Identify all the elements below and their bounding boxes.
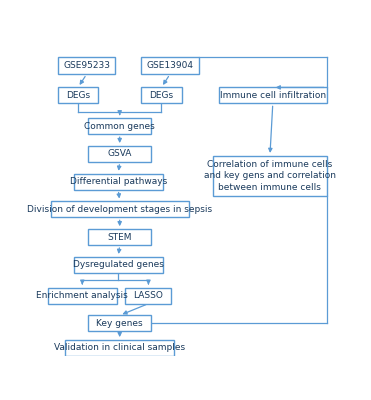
Text: Validation in clinical samples: Validation in clinical samples [54, 344, 185, 352]
FancyBboxPatch shape [48, 288, 117, 304]
Text: Dysregulated genes: Dysregulated genes [73, 260, 164, 269]
FancyBboxPatch shape [125, 288, 171, 304]
FancyBboxPatch shape [51, 201, 189, 218]
Text: STEM: STEM [108, 233, 132, 242]
FancyBboxPatch shape [74, 174, 163, 190]
FancyBboxPatch shape [141, 88, 181, 104]
Text: Key genes: Key genes [96, 319, 143, 328]
Text: Immune cell infiltration: Immune cell infiltration [220, 91, 326, 100]
Text: LASSO: LASSO [134, 291, 163, 300]
Text: DEGs: DEGs [149, 91, 174, 100]
FancyBboxPatch shape [88, 229, 151, 245]
FancyBboxPatch shape [88, 118, 151, 134]
Text: GSVA: GSVA [108, 150, 132, 158]
Text: GSE95233: GSE95233 [63, 61, 110, 70]
FancyBboxPatch shape [88, 315, 151, 331]
Text: Enrichment analysis: Enrichment analysis [36, 291, 128, 300]
FancyBboxPatch shape [58, 88, 98, 104]
Text: Division of development stages in sepsis: Division of development stages in sepsis [27, 205, 212, 214]
Text: DEGs: DEGs [66, 91, 90, 100]
FancyBboxPatch shape [219, 88, 327, 104]
FancyBboxPatch shape [74, 257, 163, 273]
Text: Common genes: Common genes [84, 122, 155, 131]
Text: Differential pathways: Differential pathways [70, 177, 167, 186]
FancyBboxPatch shape [58, 57, 115, 74]
FancyBboxPatch shape [88, 146, 151, 162]
Text: GSE13904: GSE13904 [147, 61, 194, 70]
FancyBboxPatch shape [213, 156, 327, 196]
Text: Correlation of immune cells
and key gens and correlation
between immune cells: Correlation of immune cells and key gens… [204, 160, 336, 192]
FancyBboxPatch shape [65, 340, 174, 356]
FancyBboxPatch shape [141, 57, 199, 74]
